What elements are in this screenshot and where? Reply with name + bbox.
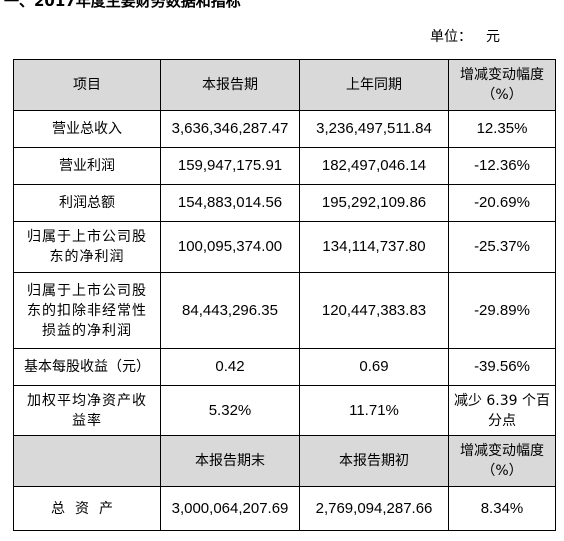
row-change-value: 12.35%: [448, 110, 556, 148]
row-previous-value: 3,236,497,511.84: [299, 110, 449, 148]
table-header-row: 项目 本报告期 上年同期 增减变动幅度 （%）: [13, 59, 556, 111]
unit-value: 元: [486, 29, 500, 45]
header-change-line1: 增减变动幅度: [460, 67, 544, 83]
row-previous-value: 120,447,383.83: [299, 272, 449, 349]
row-label-line2: 东的净利润: [49, 249, 125, 265]
row-current-value: 3,636,346,287.47: [160, 110, 300, 148]
row-current-value: 100,095,374.00: [160, 221, 300, 273]
table-row: 总资产 3,000,064,207.69 2,769,094,287.66 8.…: [13, 486, 556, 531]
row-change-line1: 减少 6.39 个百: [453, 392, 551, 409]
header-change: 增减变动幅度 （%）: [448, 59, 556, 111]
row-change-value: -39.56%: [448, 348, 556, 386]
row-label-line2: 益率: [72, 412, 102, 429]
header-previous-period: 上年同期: [299, 59, 449, 111]
row-previous-value: 195,292,109.86: [299, 184, 449, 222]
table-row: 利润总额 154,883,014.56 195,292,109.86 -20.6…: [13, 184, 556, 222]
row-change-value: -25.37%: [448, 221, 556, 273]
row-current-value: 84,443,296.35: [160, 272, 300, 349]
financial-data-table: 项目 本报告期 上年同期 增减变动幅度 （%） 营业总收入 3,636,346,…: [13, 59, 556, 531]
row-label-line1: 归属于上市公司股: [27, 229, 147, 245]
subheader-change: 增减变动幅度 （%）: [448, 435, 556, 487]
row-change-value: -20.69%: [448, 184, 556, 222]
row-current-value: 159,947,175.91: [160, 147, 300, 185]
row-current-value: 154,883,014.56: [160, 184, 300, 222]
header-item: 项目: [13, 59, 161, 111]
row-label: 归属于上市公司股 东的净利润: [13, 221, 161, 273]
section-title: 一、2017年度主要财务数据和指标: [4, 0, 241, 10]
row-label: 归属于上市公司股 东的扣除非经常性 损益的净利润: [13, 272, 161, 349]
row-change-value: -29.89%: [448, 272, 556, 349]
row-current-value: 3,000,064,207.69: [160, 486, 300, 531]
row-change-value: -12.36%: [448, 147, 556, 185]
unit-line: 单位： 元: [430, 28, 500, 46]
table-row: 基本每股收益（元） 0.42 0.69 -39.56%: [13, 348, 556, 386]
subheader-change-line1: 增减变动幅度: [460, 443, 544, 459]
table-row: 营业总收入 3,636,346,287.47 3,236,497,511.84 …: [13, 110, 556, 148]
row-label-line1: 加权平均净资产收: [27, 392, 147, 409]
row-current-value: 0.42: [160, 348, 300, 386]
unit-label: 单位：: [430, 29, 472, 45]
header-change-line2: （%）: [481, 87, 523, 103]
row-change-value: 减少 6.39 个百 分点: [448, 385, 556, 436]
row-current-value: 5.32%: [160, 385, 300, 436]
row-label-line3: 损益的净利润: [42, 322, 132, 339]
row-change-line2: 分点: [488, 412, 516, 429]
row-previous-value: 11.71%: [299, 385, 449, 436]
header-current-period: 本报告期: [160, 59, 300, 111]
table-row: 营业利润 159,947,175.91 182,497,046.14 -12.3…: [13, 147, 556, 185]
row-label: 营业利润: [13, 147, 161, 185]
row-label: 加权平均净资产收 益率: [13, 385, 161, 436]
table-row: 加权平均净资产收 益率 5.32% 11.71% 减少 6.39 个百 分点: [13, 385, 556, 436]
table-row: 归属于上市公司股 东的净利润 100,095,374.00 134,114,73…: [13, 221, 556, 273]
table-row: 归属于上市公司股 东的扣除非经常性 损益的净利润 84,443,296.35 1…: [13, 272, 556, 349]
row-label: 总资产: [13, 486, 161, 531]
table-subheader-row: 本报告期末 本报告期初 增减变动幅度 （%）: [13, 435, 556, 487]
row-label: 基本每股收益（元）: [13, 348, 161, 386]
row-previous-value: 134,114,737.80: [299, 221, 449, 273]
row-change-value: 8.34%: [448, 486, 556, 531]
row-previous-value: 2,769,094,287.66: [299, 486, 449, 531]
row-previous-value: 182,497,046.14: [299, 147, 449, 185]
row-label: 营业总收入: [13, 110, 161, 148]
row-label-line2: 东的扣除非经常性: [27, 302, 147, 319]
subheader-period-start: 本报告期初: [299, 435, 449, 487]
row-label: 利润总额: [13, 184, 161, 222]
row-previous-value: 0.69: [299, 348, 449, 386]
subheader-period-end: 本报告期末: [160, 435, 300, 487]
subheader-blank: [13, 435, 161, 487]
row-label-line1: 归属于上市公司股: [27, 282, 147, 299]
subheader-change-line2: （%）: [481, 463, 523, 479]
